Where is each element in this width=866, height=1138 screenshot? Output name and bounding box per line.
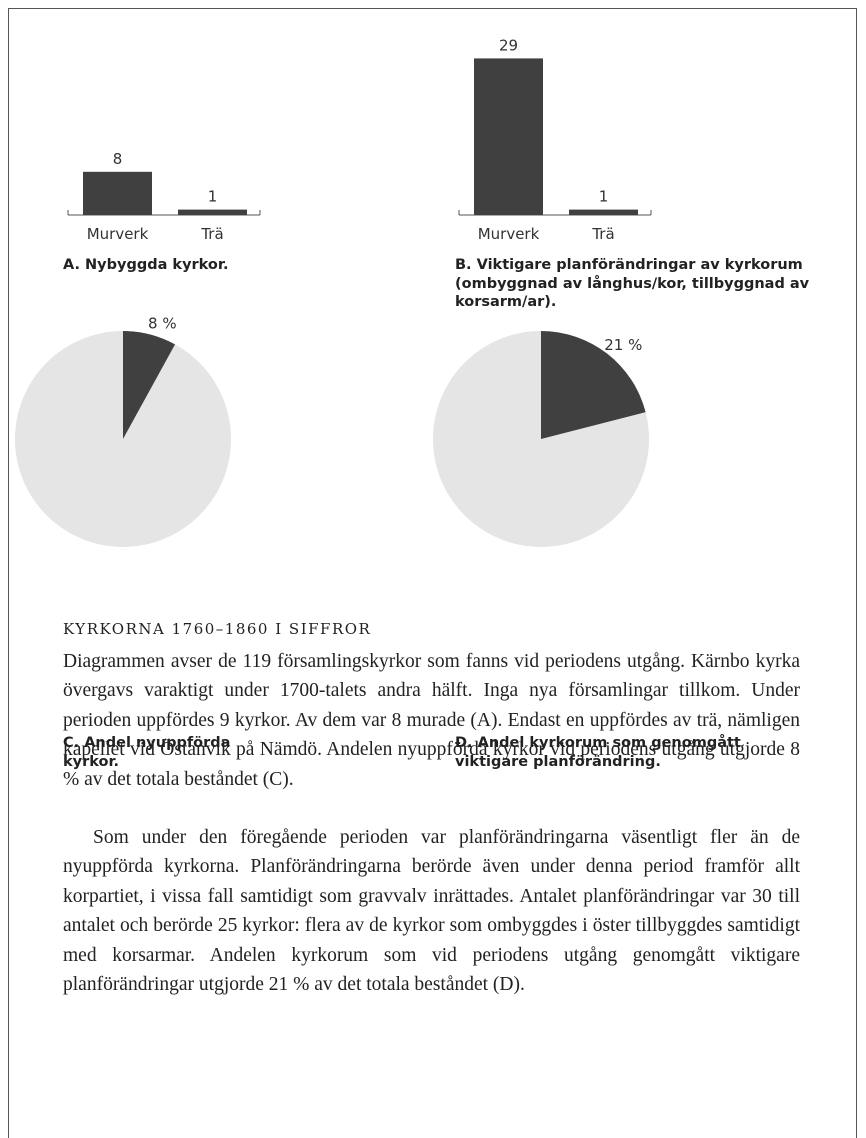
bar [178,209,247,215]
value-label: 8 [113,150,123,168]
value-label: 1 [599,188,609,206]
value-label: 1 [208,188,218,206]
pie-slice [541,331,646,439]
section-heading: KYRKORNA 1760–1860 I SIFFROR [63,620,372,638]
value-label: 29 [499,36,518,54]
caption: B. Viktigare planförändringar av kyrkoru… [455,257,810,310]
category-label: Trä [591,225,614,243]
category-label: Murverk [87,225,149,243]
caption: A. Nybyggda kyrkor. [63,257,229,273]
bar [474,58,543,216]
frame [8,8,857,1138]
bar [83,171,152,215]
caption: C. Andel nyuppförda kyrkor. [63,735,231,770]
value-label: 21 % [604,336,642,354]
paragraph: Diagrammen avser de 119 församlingskyrko… [63,651,800,790]
bar [569,209,638,215]
value-label: 8 % [148,315,177,333]
category-label: Trä [200,225,223,243]
category-label: Murverk [478,225,540,243]
paragraph: Som under den föregående perioden var pl… [63,827,800,996]
pie-slice [123,330,176,439]
caption: D. Andel kyrkorum som genomgått viktigar… [455,735,741,770]
